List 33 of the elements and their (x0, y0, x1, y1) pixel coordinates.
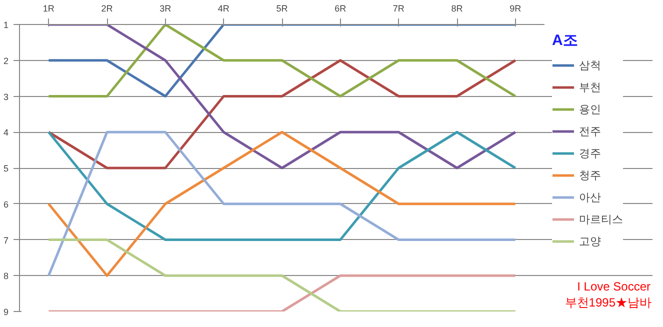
y-tick-label: 4 (3, 128, 9, 138)
text: I Love Soccer 부천1995★남바 (564, 280, 652, 310)
y-tick-label: 1 (3, 20, 9, 30)
y-tick-label: 8 (3, 271, 9, 282)
legend-label: 경주 (579, 146, 601, 161)
y-tick-label: 6 (3, 199, 9, 210)
x-tick-label: 9R (510, 4, 522, 14)
legend-label: 아산 (579, 190, 601, 205)
line-series (47, 130, 517, 241)
x-tick-label: 3R (160, 4, 172, 14)
legend-label: 고양 (579, 234, 601, 249)
x-tick-label: 4R (218, 4, 230, 14)
y-tick-label: 7 (3, 235, 9, 246)
x-tick-label: 8R (451, 4, 464, 14)
x-tick-label: 6R (334, 4, 347, 14)
y-tick-label: 3 (3, 92, 9, 102)
x-tick-label: 2R (101, 4, 114, 14)
legend-label: 용인 (579, 102, 601, 117)
legend-label: 청주 (579, 168, 601, 183)
legend-label: 마르티스 (579, 212, 623, 227)
legend-label: 부천 (579, 80, 601, 95)
x-tick-label: 1R (42, 4, 55, 14)
legend-label: 전주 (579, 124, 601, 139)
legend-label: 삼척 (579, 58, 601, 73)
line-series (47, 24, 517, 170)
x-tick-label: 5R (276, 4, 288, 14)
y-tick-label: 2 (3, 56, 9, 66)
y-tick-label: 9 (3, 307, 9, 317)
line-series (47, 59, 517, 170)
y-tick-label: 5 (3, 164, 9, 174)
legend-title: A조 (552, 31, 579, 50)
x-tick-label: 7R (392, 4, 405, 14)
line-series (47, 130, 517, 277)
